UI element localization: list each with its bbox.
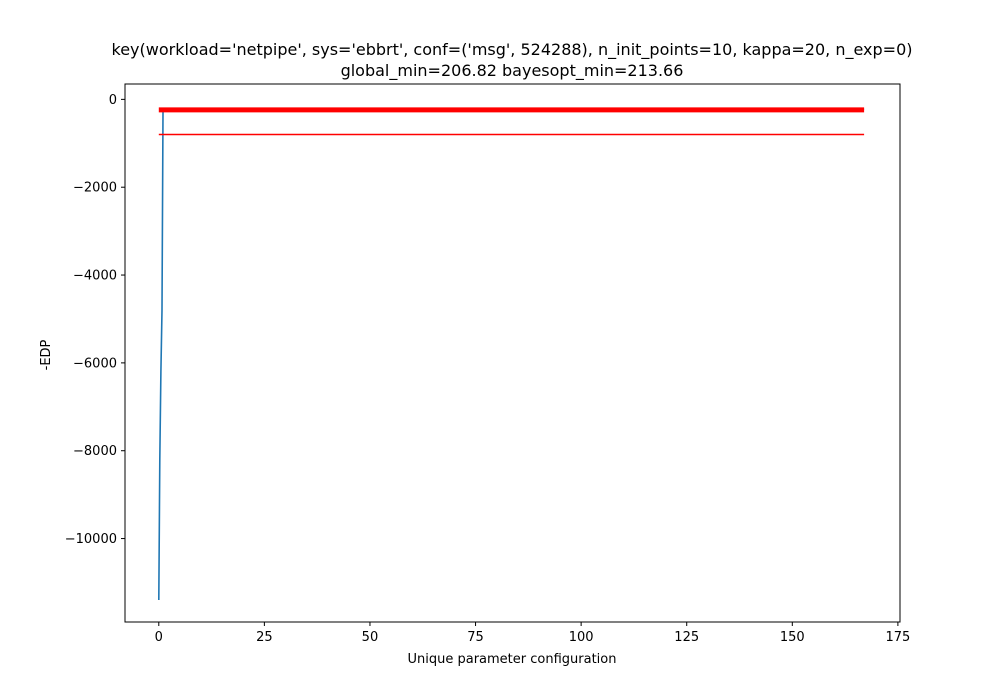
- y-tick-label: −10000: [65, 532, 117, 547]
- x-axis-ticks: 0 25 50 75 100 125 150 175: [155, 622, 910, 645]
- y-tick-label: −8000: [73, 444, 117, 459]
- y-tick-label: −2000: [73, 181, 117, 196]
- x-axis-label: Unique parameter configuration: [408, 652, 617, 667]
- x-tick-label: 175: [885, 630, 910, 645]
- x-tick-label: 50: [362, 630, 379, 645]
- chart-title-line1: key(workload='netpipe', sys='ebbrt', con…: [112, 40, 913, 60]
- plot-area: [158, 107, 865, 601]
- y-tick-label: 0: [109, 93, 117, 108]
- y-axis-ticks: 0 −2000 −4000 −6000 −8000 −10000: [65, 93, 125, 547]
- y-tick-label: −6000: [73, 356, 117, 371]
- x-tick-label: 125: [674, 630, 699, 645]
- y-axis-label: -EDP: [39, 339, 54, 370]
- x-tick-label: 25: [256, 630, 273, 645]
- chart-title-line2: global_min=206.82 bayesopt_min=213.66: [341, 61, 684, 81]
- x-tick-label: 75: [467, 630, 484, 645]
- axes-frame: [124, 83, 901, 623]
- y-tick-label: −4000: [73, 269, 117, 284]
- x-tick-label: 100: [569, 630, 594, 645]
- x-tick-label: 0: [155, 630, 163, 645]
- x-tick-label: 150: [780, 630, 805, 645]
